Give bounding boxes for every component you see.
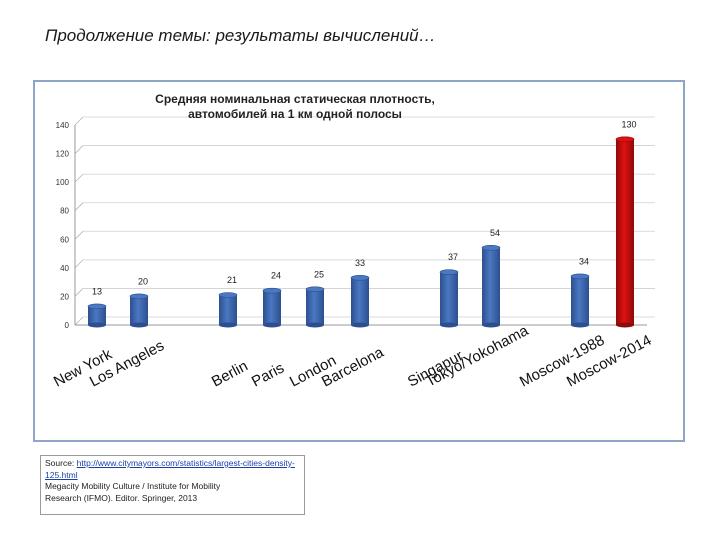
data-label: 25 [314,269,324,279]
bar [263,290,281,325]
bar-base [440,322,458,328]
gridline-side [74,288,84,297]
data-label: 21 [227,275,237,285]
bar-base [616,322,634,328]
bar-base [219,322,237,328]
data-label: 37 [448,252,458,262]
bar-top [262,287,282,294]
chart-title-line-2: автомобилей на 1 км одной полосы [188,107,402,121]
y-tick-label: 40 [60,264,69,273]
bar-top [570,273,590,280]
bar-top [350,275,370,281]
chart-title-line-1: Средняя номинальная статическая плотност… [155,92,435,106]
bar-base [130,322,148,328]
gridline-side [74,259,84,269]
bar-top [305,286,325,293]
y-tick-label: 80 [60,207,69,216]
source-prefix: Source: [45,458,77,468]
data-label: 130 [621,119,636,129]
gridline-side [74,116,84,126]
bar-top [218,292,238,298]
bar-top [481,245,501,251]
gridline-side [74,202,84,211]
source-note: Source: http://www.citymayors.com/statis… [40,455,305,515]
bar-base [263,322,281,328]
bar [219,295,237,325]
data-label: 20 [138,276,148,286]
y-tick-label: 20 [60,292,69,301]
source-line-2: Megacity Mobility Culture / Institute fo… [45,481,221,491]
data-label: 24 [271,271,281,281]
bar [351,277,369,325]
gridline-side [74,316,84,326]
bar [440,272,458,325]
bar [616,139,634,325]
data-label: 54 [490,228,500,238]
bar-top [615,136,635,143]
x-tick-label: Paris [249,359,287,390]
chart-title: Средняя номинальная статическая плотност… [95,92,495,122]
bar-top [129,293,149,300]
gridline-side [74,231,84,240]
y-tick-label: 60 [60,235,69,244]
bar-base [571,322,589,328]
chart-frame: 0 20 40 60 80 100 120 140 13 New York 20 Los Angele… [33,80,685,442]
slide-title: Продолжение темы: результаты вычислений… [45,26,436,45]
bar-base [306,322,324,328]
data-label: 34 [579,256,589,266]
bar-base [482,322,500,328]
bar-base [88,322,106,328]
source-line-3: Research (IFMO). Editor. Springer, 2013 [45,492,198,503]
data-label: 33 [355,258,365,268]
y-tick-label: 140 [56,121,70,130]
bar [130,296,148,325]
bar [88,306,106,325]
data-label: 13 [92,286,102,296]
y-tick-label: 120 [56,150,70,159]
x-tick-label: Berlin [209,358,251,391]
source-line-1: Source: http://www.citymayors.com/statis… [45,458,300,481]
bar-base [351,322,369,328]
gridline-side [74,145,84,154]
bar-top [439,269,459,275]
bar [571,276,589,325]
y-tick-label: 100 [56,178,70,187]
y-tick-label: 0 [65,321,70,330]
bar [482,247,500,325]
bar-top [87,303,107,310]
source-link[interactable]: http://www.citymayors.com/statistics/lar… [45,458,295,480]
bar [306,289,324,325]
gridline-side [74,173,84,183]
